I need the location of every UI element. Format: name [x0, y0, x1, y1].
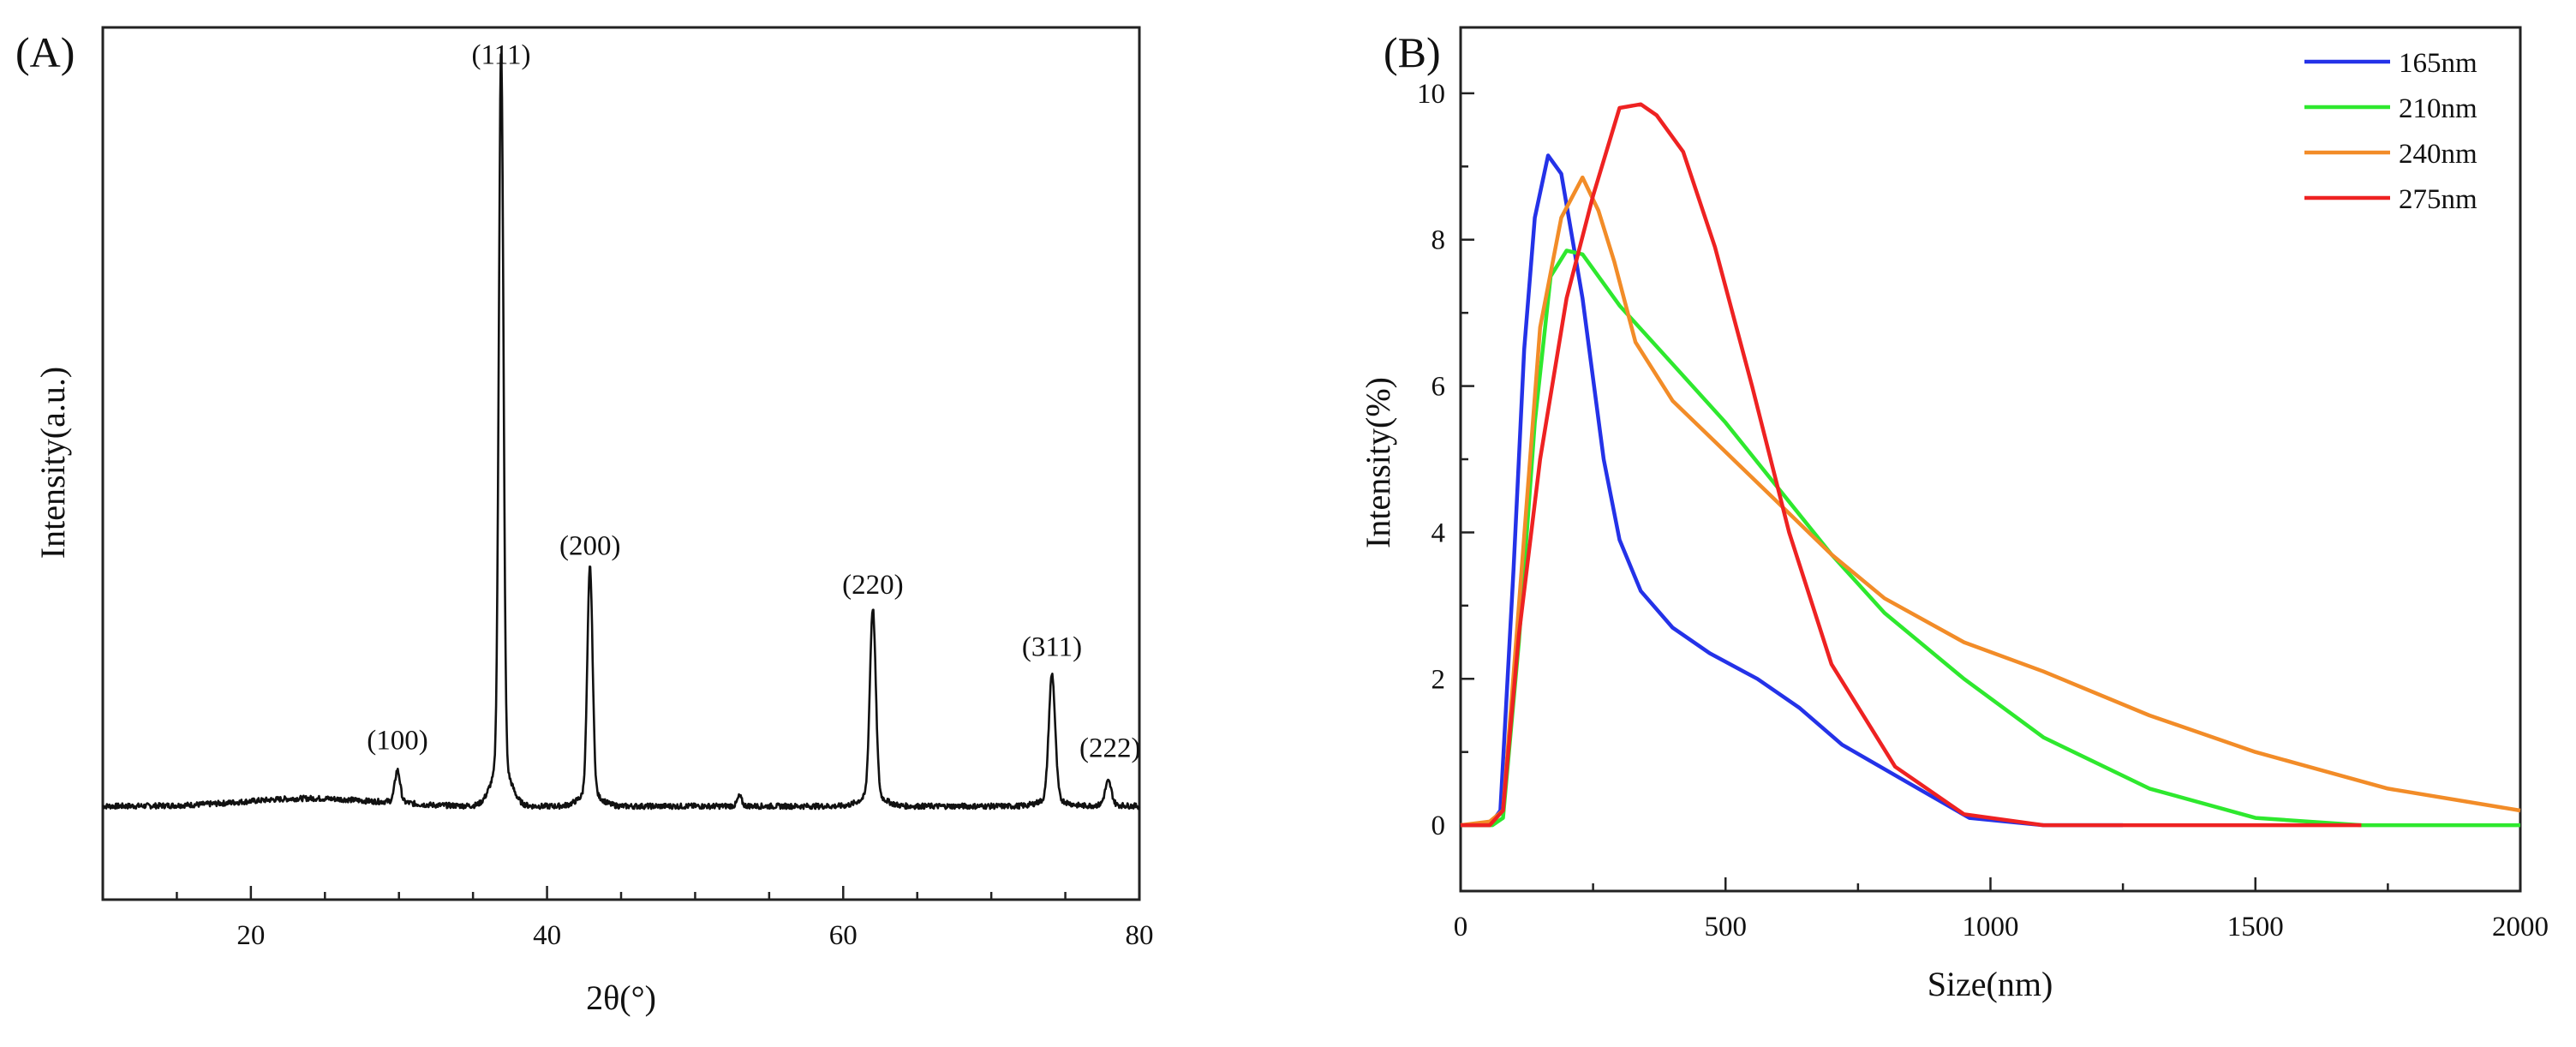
panel-b-letter: (B)	[1384, 28, 1441, 76]
panel-a-x-axis: 20 40 60 80	[101, 886, 1154, 951]
panel-a-peak-label: (100)	[367, 726, 427, 757]
panel-b-y-axis-title: Intensity(%)	[1359, 377, 1397, 548]
panel-a-x-tick-label: 60	[829, 920, 858, 951]
panel-a-plot-frame	[101, 26, 1141, 901]
panel-b-series-line-240nm	[1460, 175, 2521, 828]
panel-a-y-axis-title: Intensity(a.u.)	[33, 367, 72, 559]
panel-a-peak-label: (311)	[1022, 632, 1082, 663]
panel-a-letter: (A)	[15, 28, 75, 76]
panel-b-y-tick-label: 0	[1431, 811, 1446, 841]
legend-label-165nm: 165nm	[2399, 48, 2477, 79]
panel-b-x-tick-label: 0	[1454, 912, 1468, 942]
panel-b-y-tick-label: 8	[1431, 225, 1446, 256]
panel-b-x-axis-title: Size(nm)	[1928, 965, 2053, 1003]
panel-b-legend: 165nm 210nm 240nm 275nm	[2304, 48, 2477, 215]
panel-b-y-tick-label: 4	[1431, 518, 1446, 548]
panel-a: (A) 20 40 60 80 (100) (111) (200) (220) (311) (2…	[15, 26, 1154, 1017]
panel-b-y-axis: 0 2 4 6 8 10	[1417, 79, 1474, 841]
panel-b-x-tick-label: 1000	[1963, 912, 2019, 942]
panel-b-plot-frame	[1459, 26, 2522, 893]
legend-label-240nm: 240nm	[2399, 139, 2477, 170]
panel-b-x-axis: 0 500 1000 1500 2000	[1454, 877, 2549, 942]
panel-a-xrd-line	[102, 52, 1140, 811]
legend-label-275nm: 275nm	[2399, 184, 2477, 215]
legend-label-210nm: 210nm	[2399, 93, 2477, 124]
panel-a-x-axis-title: 2θ(°)	[586, 978, 656, 1017]
panel-b-x-tick-label: 500	[1705, 912, 1748, 942]
panel-b-series-line-275nm	[1461, 102, 2362, 828]
panel-b-y-tick-label: 6	[1431, 372, 1446, 403]
panel-b-y-tick-label: 10	[1417, 79, 1445, 110]
panel-a-peak-label: (220)	[842, 570, 903, 601]
panel-a-peak-label: (111)	[471, 40, 530, 71]
panel-b-x-tick-label: 2000	[2492, 912, 2549, 942]
panel-a-x-tick-label: 40	[533, 920, 561, 951]
panel-b-x-tick-label: 1500	[2227, 912, 2284, 942]
panel-a-peak-label: (222)	[1079, 733, 1140, 764]
panel-b-series-group	[1460, 102, 2521, 828]
panel-a-x-tick-label: 20	[236, 920, 265, 951]
panel-a-peak-labels: (100) (111) (200) (220) (311) (222)	[367, 40, 1140, 764]
panel-b: (B) 0 500 1000 1500 2000 0 2 4 6 8 10 165nm 210nm 2…	[1359, 26, 2549, 1003]
panel-b-series-line-165nm	[1461, 153, 2124, 828]
panel-a-x-tick-label: 80	[1126, 920, 1154, 951]
panel-b-y-tick-label: 2	[1431, 664, 1446, 695]
panel-a-peak-label: (200)	[559, 530, 620, 561]
